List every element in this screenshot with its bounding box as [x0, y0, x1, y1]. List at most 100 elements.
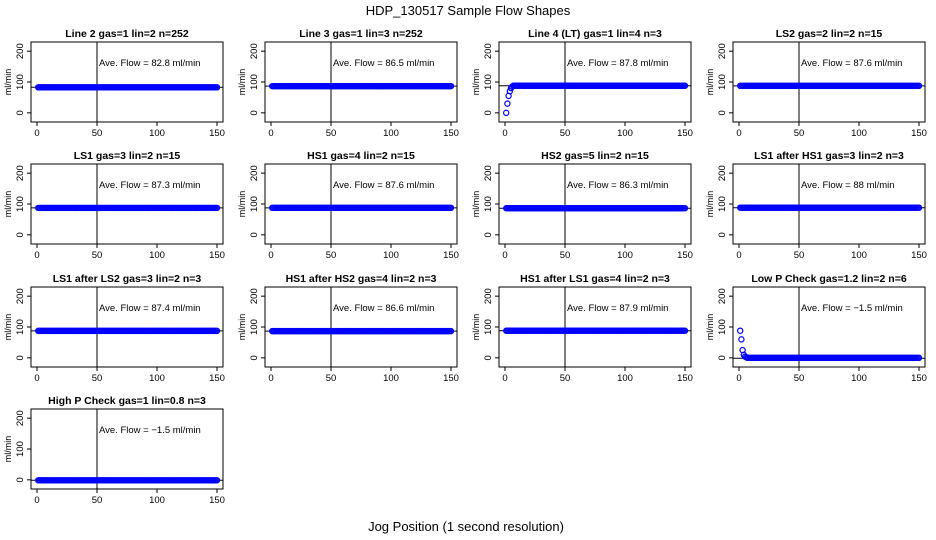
- plot-frame: [30, 286, 224, 368]
- x-tick-label: 50: [92, 250, 103, 261]
- x-tick-label: 100: [617, 250, 633, 261]
- panel-title: Line 2 gas=1 lin=2 n=252: [65, 28, 189, 40]
- flow-annotation: Ave. Flow = 86.3 ml/min: [567, 180, 668, 191]
- y-tick-label: 200: [717, 288, 728, 304]
- x-tick-label: 0: [34, 373, 39, 384]
- x-tick-label: 150: [677, 250, 693, 261]
- x-tick-label: 150: [443, 373, 459, 384]
- y-tick-label: 200: [15, 410, 26, 426]
- chart-panel: LS1 after LS2 gas=3 lin=2 n=3 0 50 100 150 0 1…: [3, 273, 225, 384]
- x-tick-label: 100: [383, 373, 399, 384]
- x-tick-label: 150: [911, 373, 927, 384]
- x-tick-label: 100: [851, 373, 867, 384]
- y-axis-label: ml/min: [471, 191, 481, 218]
- x-tick-label: 150: [677, 128, 693, 139]
- x-tick-label: 150: [209, 250, 225, 261]
- panel-title: LS1 gas=3 lin=2 n=15: [74, 150, 181, 162]
- panel-title: HS1 after HS2 gas=4 lin=2 n=3: [286, 273, 437, 285]
- data-point: [737, 327, 744, 334]
- panel-title: Line 3 gas=1 lin=3 n=252: [299, 28, 423, 40]
- figure-title: HDP_130517 Sample Flow Shapes: [366, 3, 571, 18]
- data-point: [503, 109, 510, 117]
- panel-title: LS1 after HS1 gas=3 lin=2 n=3: [754, 150, 904, 162]
- x-tick-label: 0: [268, 373, 273, 384]
- y-axis-label: ml/min: [471, 314, 481, 341]
- chart-panel: Line 4 (LT) gas=1 lin=4 n=3 0 50 100 150 0 100…: [471, 28, 693, 139]
- y-axis-label: ml/min: [237, 191, 247, 218]
- x-tick-label: 100: [149, 128, 165, 139]
- chart-panel: Low P Check gas=1.2 lin=2 n=6 0 50 100 150 0 1…: [705, 273, 927, 384]
- x-tick-label: 50: [794, 250, 805, 261]
- chart-panel: LS1 gas=3 lin=2 n=15 0 50 100 150 0 100 200ml/m…: [3, 150, 225, 261]
- flow-annotation: Ave. Flow = −1.5 ml/min: [801, 303, 903, 314]
- flow-annotation: Ave. Flow = 87.4 ml/min: [99, 303, 200, 314]
- x-tick-label: 0: [34, 250, 39, 261]
- x-tick-label: 50: [560, 128, 571, 139]
- chart-panel: HS2 gas=5 lin=2 n=15 0 50 100 150 0 100 200ml/m…: [471, 150, 693, 261]
- y-tick-label: 100: [249, 196, 260, 212]
- data-point: [915, 354, 923, 362]
- y-tick-label: 0: [15, 232, 26, 237]
- flow-annotation: Ave. Flow = 87.6 ml/min: [333, 180, 434, 191]
- x-tick-label: 50: [326, 128, 337, 139]
- y-axis-label: ml/min: [237, 314, 247, 341]
- flow-annotation: Ave. Flow = 87.3 ml/min: [99, 180, 200, 191]
- panel-title: High P Check gas=1 lin=0.8 n=3: [48, 395, 206, 407]
- flow-annotation: Ave. Flow = 86.6 ml/min: [333, 303, 434, 314]
- plot-frame: [30, 41, 224, 123]
- x-tick-label: 100: [617, 373, 633, 384]
- chart-panel: High P Check gas=1 lin=0.8 n=3 0 50 100 150 0…: [3, 395, 225, 506]
- x-tick-label: 50: [92, 373, 103, 384]
- x-tick-label: 50: [92, 495, 103, 506]
- y-axis-label: ml/min: [3, 436, 13, 463]
- plot-frame: [498, 41, 692, 123]
- y-tick-label: 0: [15, 110, 26, 115]
- x-tick-label: 100: [617, 128, 633, 139]
- x-tick-label: 150: [911, 250, 927, 261]
- y-tick-label: 0: [15, 477, 26, 482]
- y-tick-label: 100: [717, 196, 728, 212]
- chart-panel: Line 2 gas=1 lin=2 n=252 0 50 100 150 0 100 200…: [3, 28, 225, 139]
- x-tick-label: 0: [34, 128, 39, 139]
- data-point: [915, 82, 923, 90]
- y-tick-label: 100: [249, 319, 260, 335]
- y-tick-label: 0: [717, 232, 728, 237]
- x-tick-label: 100: [851, 250, 867, 261]
- y-tick-label: 0: [717, 110, 728, 115]
- y-axis-label: ml/min: [471, 69, 481, 96]
- data-point: [681, 205, 689, 212]
- flow-annotation: Ave. Flow = 82.8 ml/min: [99, 58, 200, 69]
- y-axis-label: ml/min: [3, 191, 13, 218]
- chart-panel: HS1 gas=4 lin=2 n=15 0 50 100 150 0 100 200ml/m…: [237, 150, 459, 261]
- plot-frame: [264, 41, 458, 123]
- x-tick-label: 100: [149, 373, 165, 384]
- x-tick-label: 100: [383, 250, 399, 261]
- y-tick-label: 200: [483, 288, 494, 304]
- y-axis-label: ml/min: [237, 69, 247, 96]
- plot-frame: [30, 163, 224, 245]
- plot-frame: [498, 163, 692, 245]
- y-tick-label: 200: [483, 165, 494, 181]
- x-tick-label: 150: [209, 128, 225, 139]
- plot-frame: [732, 41, 926, 123]
- data-point: [213, 477, 221, 484]
- x-tick-label: 150: [677, 373, 693, 384]
- x-tick-label: 0: [268, 250, 273, 261]
- x-tick-label: 150: [209, 373, 225, 384]
- y-axis-label: ml/min: [705, 314, 715, 341]
- x-tick-label: 0: [502, 250, 507, 261]
- x-tick-label: 0: [502, 128, 507, 139]
- panel-title: Line 4 (LT) gas=1 lin=4 n=3: [528, 28, 662, 40]
- y-tick-label: 100: [15, 319, 26, 335]
- y-tick-label: 100: [717, 74, 728, 90]
- panel-title: LS1 after LS2 gas=3 lin=2 n=3: [53, 273, 202, 285]
- x-tick-label: 150: [443, 250, 459, 261]
- y-tick-label: 100: [249, 74, 260, 90]
- y-axis-label: ml/min: [705, 69, 715, 96]
- panels-grid: Line 2 gas=1 lin=2 n=252 0 50 100 150 0 100 200…: [3, 28, 927, 506]
- data-point: [738, 336, 745, 343]
- x-tick-label: 50: [326, 373, 337, 384]
- x-tick-label: 50: [92, 128, 103, 139]
- y-tick-label: 0: [483, 110, 494, 115]
- x-tick-label: 50: [794, 128, 805, 139]
